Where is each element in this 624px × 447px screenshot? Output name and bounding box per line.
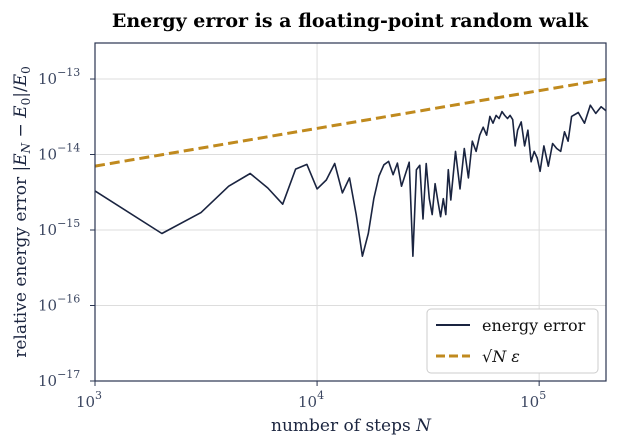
x-axis-label: number of steps N <box>271 416 432 436</box>
y-tick-base: 10 <box>38 372 57 390</box>
plot-frame <box>94 42 607 382</box>
legend: energy error √N ε <box>426 308 599 374</box>
x-tick-label: 105 <box>520 389 546 411</box>
y-tick-label: 10−14 <box>38 142 80 164</box>
x-tick-label: 104 <box>298 389 324 411</box>
y-tick-label: 10−13 <box>38 66 80 88</box>
x-tick-exponent: 4 <box>317 389 324 402</box>
y-tick-base: 10 <box>38 297 57 315</box>
series-line-sqrt-n-epsilon <box>94 77 607 168</box>
x-tick-base: 10 <box>520 393 539 411</box>
legend-label-energy-error: energy error <box>482 316 586 335</box>
chart-title: Energy error is a floating-point random … <box>112 10 589 32</box>
y-tick-exponent: −13 <box>57 66 80 79</box>
y-axis-label: relative energy error |EN − E0|/E0 <box>11 66 33 358</box>
x-tick-label: 103 <box>76 389 102 411</box>
x-tick-labels: 103 104 105 <box>76 381 546 411</box>
legend-label-sqrt-n-epsilon: √N ε <box>482 347 520 366</box>
series-line-energy-error <box>94 104 607 258</box>
y-tick-label: 10−15 <box>38 217 80 239</box>
y-tick-label: 10−17 <box>38 368 80 390</box>
y-tick-exponent: −17 <box>57 368 80 381</box>
series-layer <box>94 77 607 258</box>
y-tick-exponent: −15 <box>57 217 80 230</box>
y-tick-base: 10 <box>38 221 57 239</box>
x-tick-base: 10 <box>298 393 317 411</box>
y-tick-exponent: −16 <box>57 293 80 306</box>
y-tick-base: 10 <box>38 146 57 164</box>
y-tick-base: 10 <box>38 70 57 88</box>
x-tick-base: 10 <box>76 393 95 411</box>
y-tick-label: 10−16 <box>38 293 80 315</box>
x-tick-exponent: 3 <box>95 389 102 402</box>
y-tick-exponent: −14 <box>57 142 80 155</box>
x-tick-exponent: 5 <box>539 389 546 402</box>
